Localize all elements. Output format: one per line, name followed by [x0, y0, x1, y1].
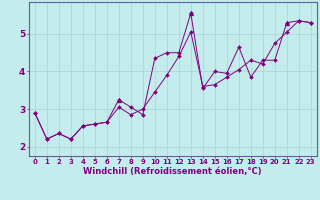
X-axis label: Windchill (Refroidissement éolien,°C): Windchill (Refroidissement éolien,°C)	[84, 167, 262, 176]
